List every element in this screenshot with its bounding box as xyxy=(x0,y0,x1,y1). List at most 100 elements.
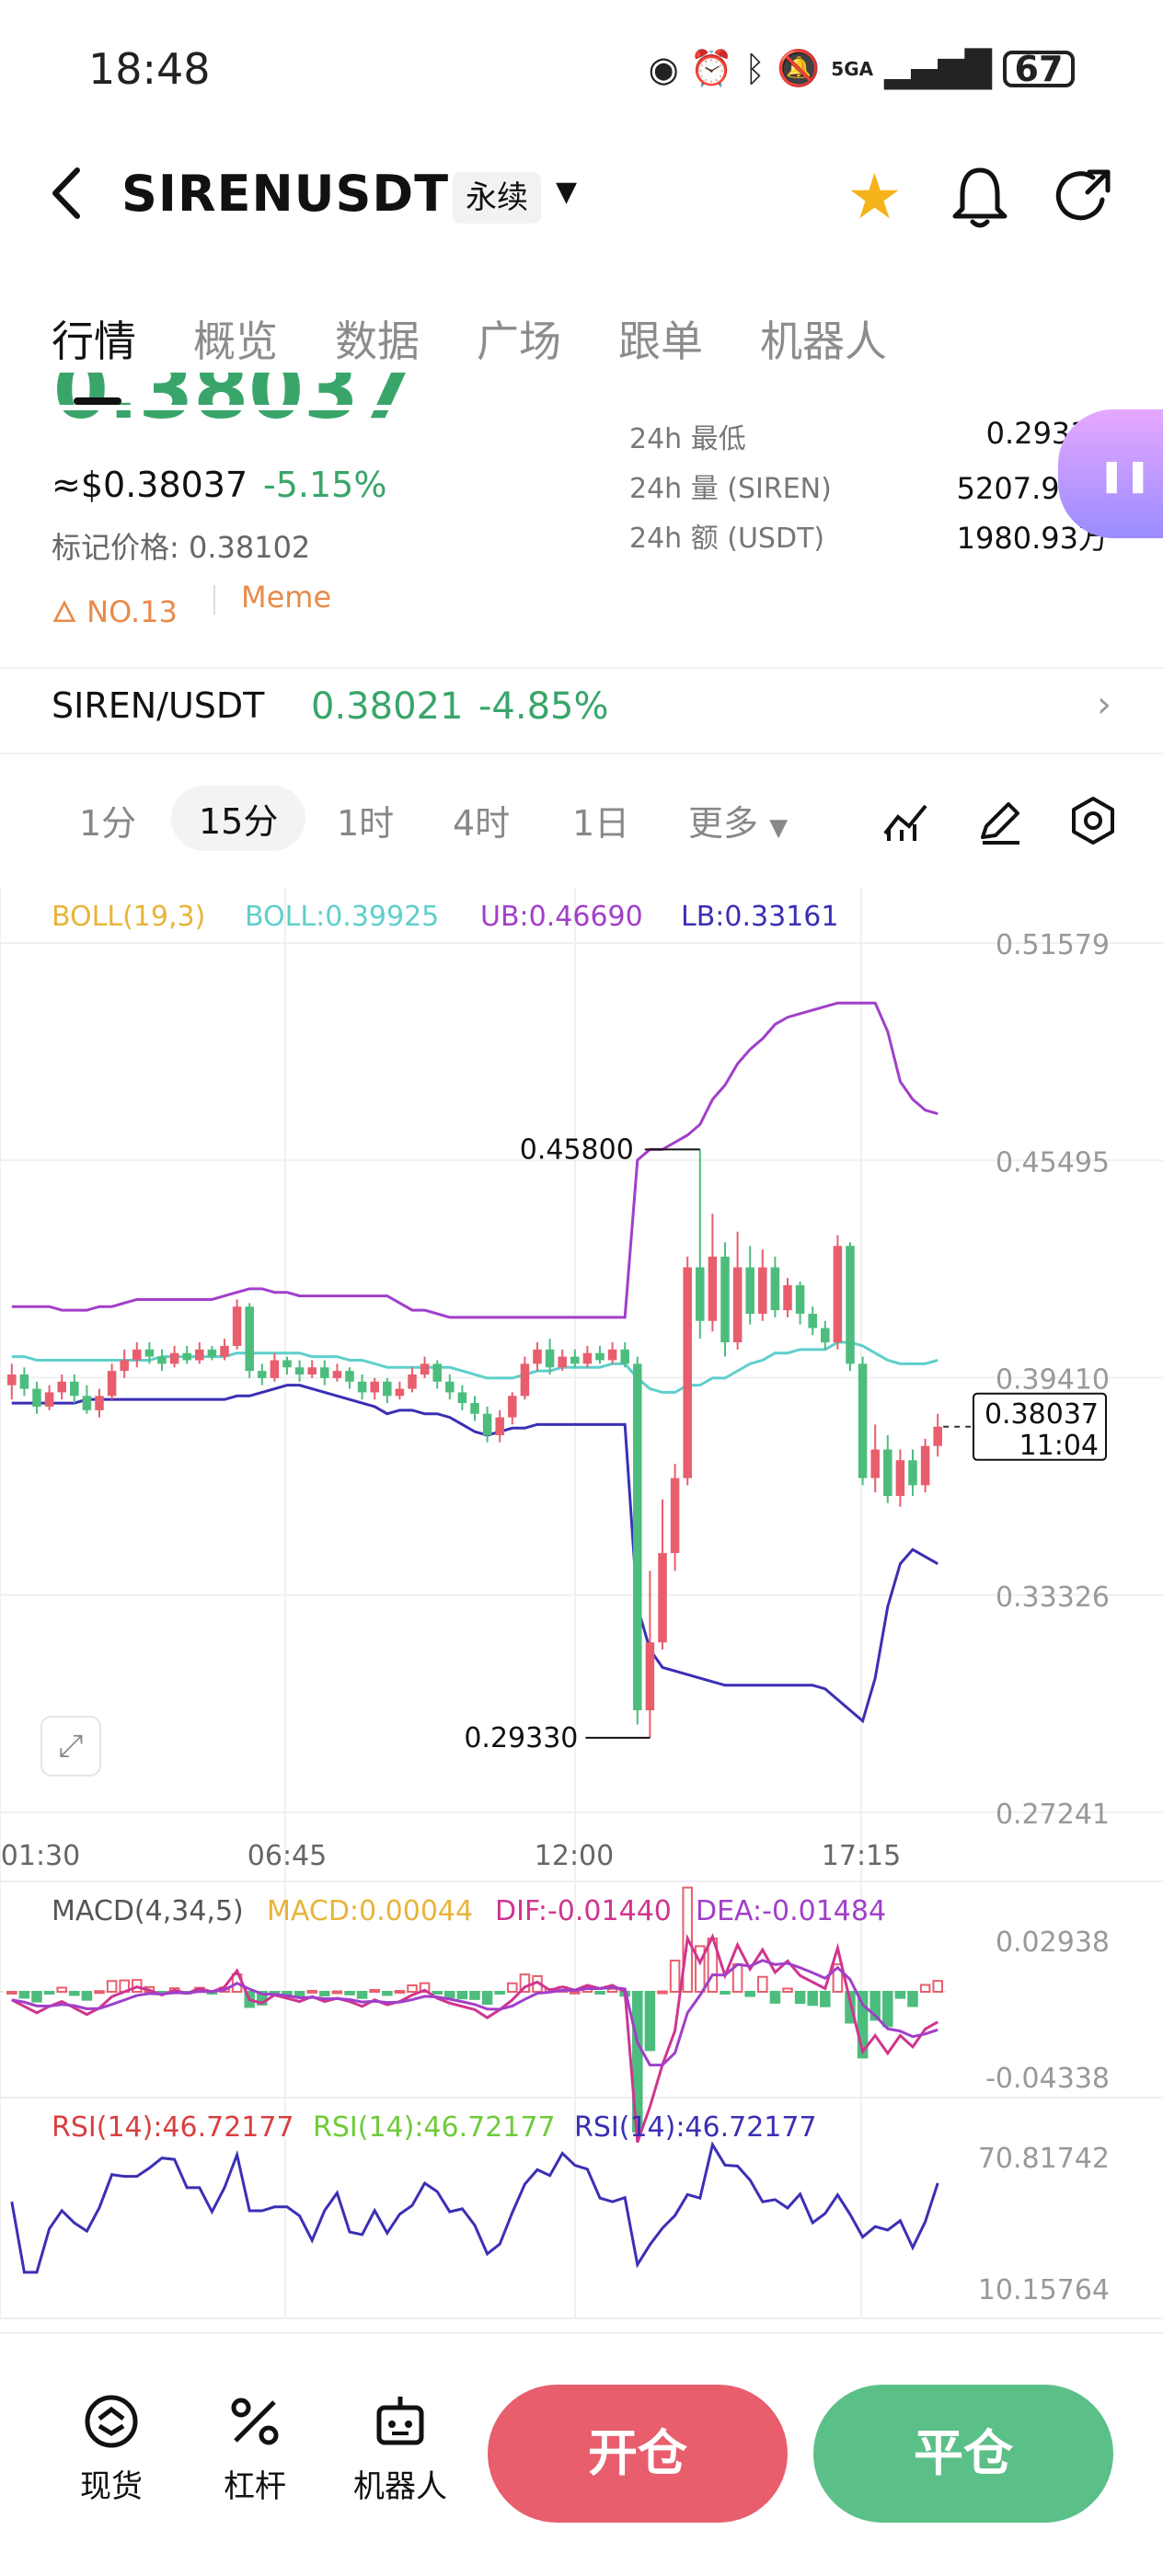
macd-histogram-bar xyxy=(494,1991,505,1995)
candle-body xyxy=(57,1381,66,1393)
fullscreen-expand-icon[interactable]: ⤢ xyxy=(40,1716,101,1777)
candle-body xyxy=(895,1460,905,1497)
stat-24h-turnover: 24h 额 (USDT) 1980.93万 xyxy=(629,515,1108,556)
indicator-icon[interactable] xyxy=(878,793,933,848)
candle-body xyxy=(195,1349,204,1361)
rank-badge[interactable]: 🜂 NO.13 xyxy=(52,580,178,639)
macd-histogram-bar xyxy=(832,1963,844,1994)
alarm-icon: ⏰ xyxy=(689,48,734,88)
interval-1d[interactable]: 1日 xyxy=(572,803,630,844)
open-position-button[interactable]: 开仓 xyxy=(488,2385,788,2523)
macd-histogram-bar xyxy=(56,1986,67,1993)
candle-body xyxy=(157,1356,167,1364)
current-price-box xyxy=(973,1392,1107,1461)
interval-1h[interactable]: 1时 xyxy=(337,803,395,844)
contract-type-tag[interactable]: 永续 xyxy=(453,172,541,224)
settings-gear-icon[interactable] xyxy=(1065,793,1121,848)
macd-histogram-bar xyxy=(69,1991,80,1996)
macd-histogram-bar xyxy=(369,1988,380,1993)
candle-body xyxy=(607,1349,617,1361)
candle-body xyxy=(833,1246,843,1343)
macd-value-legend: MACD:0.00044 xyxy=(267,1895,474,1927)
bell-icon[interactable] xyxy=(948,161,1012,235)
candle-body xyxy=(420,1363,430,1375)
macd-legend: MACD(4,34,5) xyxy=(52,1895,244,1927)
eye-icon: ◉ xyxy=(648,48,679,89)
x-tick-label: 06:45 xyxy=(248,1840,327,1872)
candle-body xyxy=(732,1267,743,1343)
candle-body xyxy=(120,1360,129,1372)
status-time: 18:48 xyxy=(88,44,211,94)
back-chevron-icon[interactable] xyxy=(48,161,103,235)
candle-body xyxy=(758,1267,767,1314)
battery-icon: 67 xyxy=(1003,50,1075,87)
close-position-button[interactable]: 平仓 xyxy=(813,2385,1113,2523)
interval-4h[interactable]: 4时 xyxy=(453,803,511,844)
macd-histogram-bar xyxy=(695,1945,706,1993)
bot-nav-button[interactable]: 机器人 xyxy=(340,2389,460,2506)
robot-icon xyxy=(368,2389,432,2454)
macd-histogram-bar xyxy=(744,1991,755,1997)
tab-copy-trading[interactable]: 跟单 xyxy=(618,316,703,366)
boll-ub-legend: UB:0.46690 xyxy=(480,901,643,933)
candle-body xyxy=(883,1449,892,1497)
candle-body xyxy=(432,1363,442,1382)
price-chart[interactable]: 0.51579 0.45495 0.39410 0.33326 0.27241 01:30… xyxy=(0,888,1163,2323)
candle-body xyxy=(795,1284,805,1314)
usd-price: ≈$0.38037 xyxy=(52,465,248,505)
macd-histogram-bar xyxy=(469,1991,480,2000)
tab-square[interactable]: 广场 xyxy=(477,316,561,366)
floating-assistant-button[interactable]: ❚❚ xyxy=(1058,409,1163,538)
interval-more[interactable]: 更多 ▼ xyxy=(688,795,788,845)
interval-15m[interactable]: 15分 xyxy=(171,786,306,851)
candle-body xyxy=(44,1392,54,1407)
draw-pencil-icon[interactable] xyxy=(972,793,1027,848)
tab-overview[interactable]: 概览 xyxy=(193,316,278,366)
macd-histogram-bar xyxy=(344,1991,355,1995)
candle-body xyxy=(658,1553,667,1643)
candle-body xyxy=(821,1328,830,1343)
spot-pair-row[interactable]: SIREN/USDT 0.38021 -4.85% › xyxy=(0,667,1163,754)
candle-body xyxy=(357,1381,367,1393)
candle-body xyxy=(408,1374,417,1389)
spot-nav-button[interactable]: 现货 xyxy=(52,2389,171,2506)
candle-body xyxy=(620,1349,629,1364)
pair-title[interactable]: SIRENUSDT xyxy=(121,165,450,223)
macd-histogram-bar xyxy=(31,1991,42,2003)
candle-body xyxy=(383,1381,392,1397)
candle-body xyxy=(770,1267,780,1311)
mute-icon: 🔕 xyxy=(776,48,821,88)
chart-canvas[interactable]: 0.51579 0.45495 0.39410 0.33326 0.27241 01:30… xyxy=(0,888,1163,2323)
candle-body xyxy=(144,1349,155,1357)
interval-1m[interactable]: 1分 xyxy=(79,803,137,844)
y-tick-label: 0.51579 xyxy=(996,929,1110,961)
tab-data[interactable]: 数据 xyxy=(335,316,420,366)
macd-histogram-bar xyxy=(394,1990,406,1995)
star-icon[interactable]: ★ xyxy=(846,161,903,234)
tab-divider xyxy=(0,405,589,410)
macd-histogram-bar xyxy=(407,1984,418,1993)
boll-legend: BOLL(19,3) xyxy=(52,901,206,933)
candle-body xyxy=(846,1246,855,1364)
macd-histogram-bar xyxy=(907,1991,918,2007)
macd-histogram-bar xyxy=(306,1989,317,1994)
macd-histogram-bar xyxy=(657,1990,668,1995)
meme-tag[interactable]: Meme xyxy=(241,580,332,615)
caret-down-icon[interactable]: ▼ xyxy=(556,176,578,208)
candle-body xyxy=(32,1388,41,1407)
boll-middle-band xyxy=(11,1340,938,1394)
candle-body xyxy=(7,1374,17,1386)
margin-nav-button[interactable]: 杠杆 xyxy=(195,2389,315,2506)
candle-body xyxy=(320,1367,329,1378)
boll-lower-band xyxy=(11,1384,938,1724)
tab-bots[interactable]: 机器人 xyxy=(760,316,887,366)
macd-histogram-bar xyxy=(257,1991,268,2006)
bottom-action-bar: 现货 杠杆 机器人 开仓 平仓 xyxy=(0,2332,1163,2576)
macd-histogram-bar xyxy=(331,1990,343,1995)
network-label: 5GA xyxy=(831,57,874,80)
spot-pair-name: SIREN/USDT xyxy=(52,685,265,726)
candle-body xyxy=(720,1256,730,1343)
share-icon[interactable] xyxy=(1054,163,1119,233)
candle-body xyxy=(933,1426,942,1446)
tab-market[interactable]: 行情 xyxy=(52,316,136,366)
